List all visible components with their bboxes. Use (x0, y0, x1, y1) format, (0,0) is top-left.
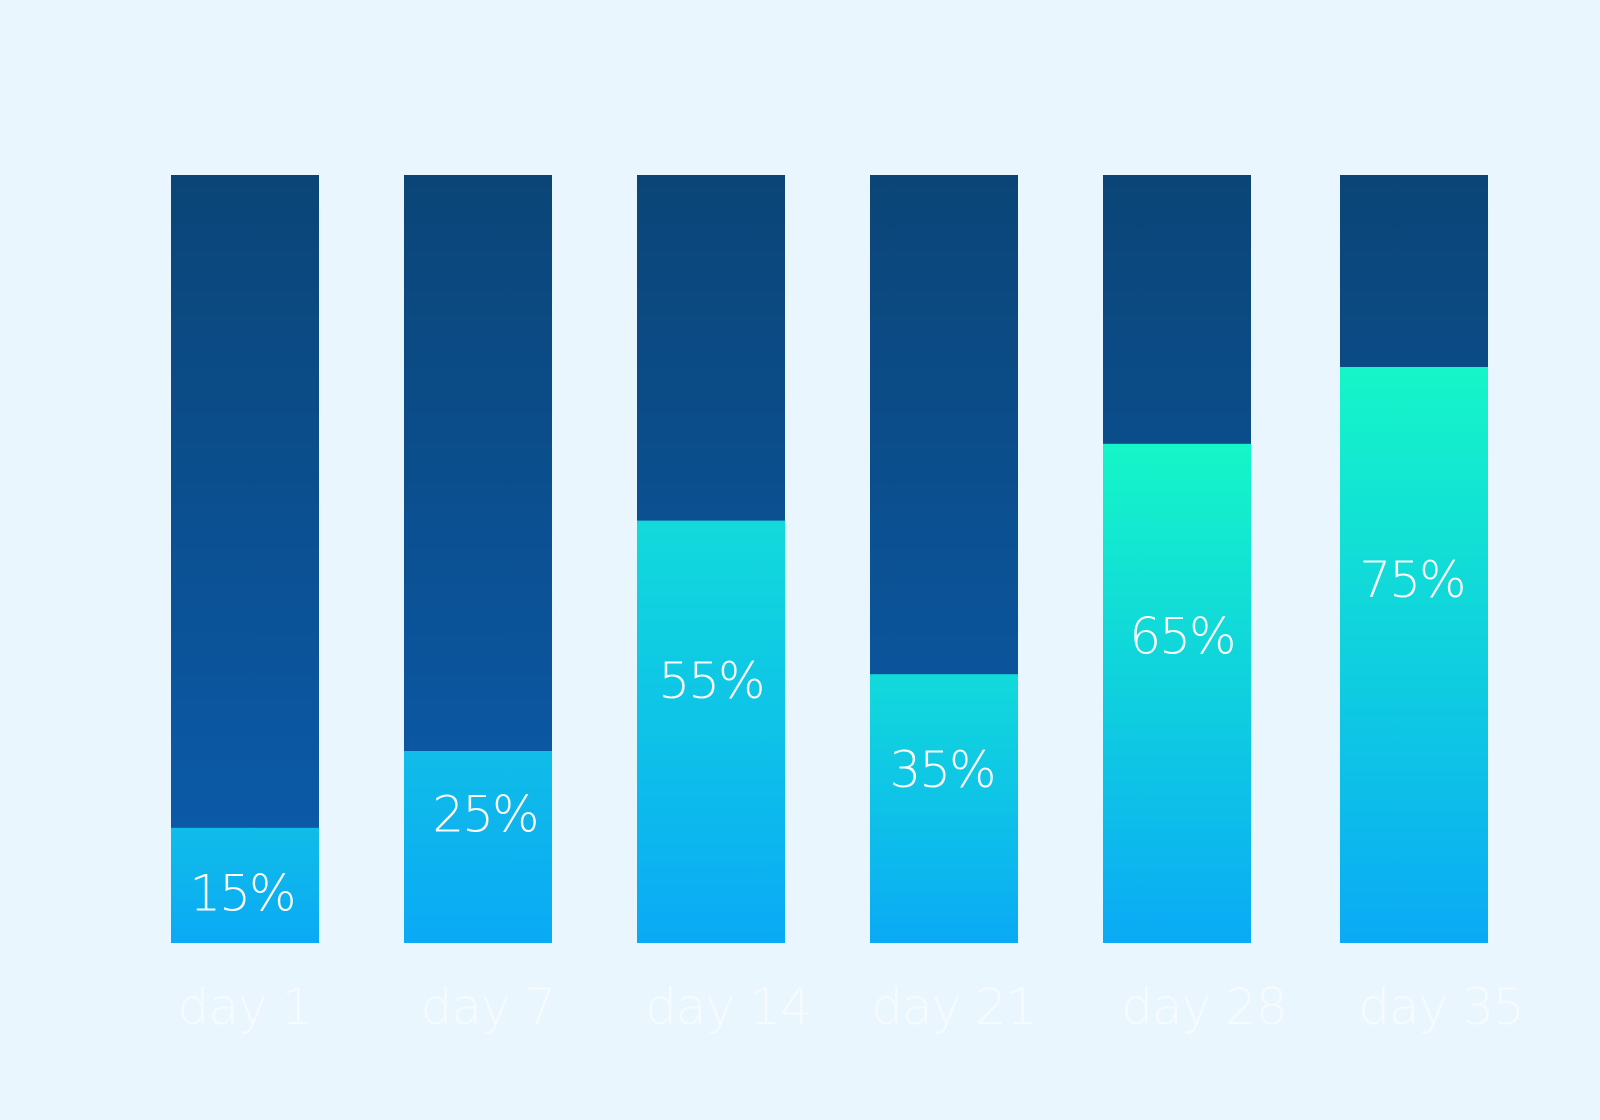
bar-fill-2 (404, 751, 552, 943)
bar-fill-5 (1103, 443, 1251, 943)
category-labels: day 1 day 7 day 14 day 21 day 28 day 35 (178, 978, 1525, 1036)
value-label-5: 65% (1129, 607, 1234, 665)
bar-fill-6 (1340, 367, 1488, 943)
value-label-1: 15% (189, 865, 294, 923)
bar-fills (171, 367, 1488, 943)
category-label-5: day 28 (1121, 978, 1286, 1036)
category-label-1: day 1 (178, 978, 313, 1036)
bar-fill-1 (171, 827, 319, 943)
bar-fill-3 (637, 520, 785, 943)
category-label-2: day 7 (421, 978, 556, 1036)
value-label-3: 55% (658, 652, 763, 710)
value-label-6: 75% (1359, 551, 1464, 609)
value-label-4: 35% (889, 741, 994, 799)
category-label-4: day 21 (871, 978, 1036, 1036)
bar-fill-4 (870, 674, 1018, 943)
value-label-2: 25% (432, 786, 537, 844)
bar-backgrounds (171, 175, 1488, 943)
value-labels: 15% 25% 55% 35% 65% 75% (189, 551, 1466, 923)
category-label-6: day 35 (1358, 978, 1523, 1036)
category-label-3: day 14 (645, 978, 810, 1036)
bar-track-1 (171, 175, 319, 943)
